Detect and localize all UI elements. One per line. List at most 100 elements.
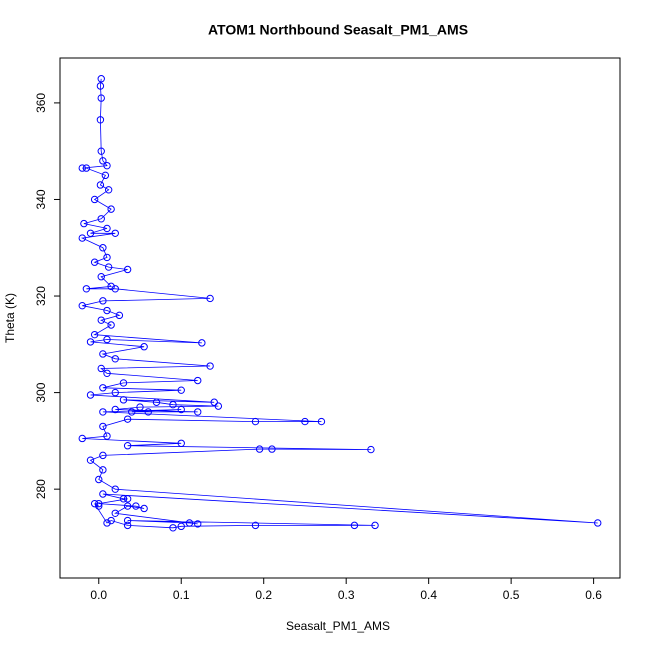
data-point	[251, 417, 260, 426]
data-point	[367, 445, 375, 454]
data-point	[140, 504, 148, 513]
plot-frame	[59, 57, 621, 579]
data-point	[90, 330, 99, 339]
data-point	[86, 338, 95, 346]
data-point	[123, 265, 132, 274]
data-point	[194, 408, 202, 416]
data-point	[95, 475, 103, 484]
data-point	[99, 157, 107, 165]
data-point	[90, 258, 99, 266]
y-axis-label: Theta (K)	[3, 293, 17, 343]
data-point	[103, 432, 111, 440]
data-point	[177, 439, 185, 447]
data-point	[78, 164, 86, 172]
chart-title: ATOM1 Northbound Seasalt_PM1_AMS	[208, 22, 468, 38]
data-point	[198, 339, 206, 347]
data-point	[78, 234, 86, 242]
data-point	[82, 285, 91, 293]
data-point	[95, 499, 103, 508]
data-point	[123, 442, 132, 450]
data-point	[177, 405, 185, 414]
data-point	[97, 94, 105, 102]
data-point	[123, 415, 132, 423]
data-point	[350, 521, 359, 530]
data-point	[97, 316, 105, 324]
data-point	[103, 161, 111, 170]
data-point	[177, 522, 185, 531]
data-point	[90, 195, 99, 204]
data-point	[95, 502, 103, 510]
data-point	[111, 405, 119, 414]
data-point	[177, 386, 185, 394]
data-point	[115, 311, 124, 320]
data-point	[144, 408, 152, 416]
data-point	[107, 516, 115, 525]
data-point	[185, 519, 194, 527]
data-point	[82, 164, 91, 172]
data-point	[152, 398, 161, 406]
data-point	[128, 408, 136, 416]
data-point	[111, 485, 119, 493]
data-point	[103, 306, 111, 315]
data-point	[119, 396, 128, 404]
data-point	[78, 434, 86, 443]
data-point	[140, 343, 148, 351]
data-point	[97, 273, 105, 281]
data-point	[123, 516, 132, 525]
data-point	[169, 400, 177, 409]
data-point	[103, 519, 111, 527]
x-tick-label: 0.3	[338, 588, 355, 602]
data-point	[103, 253, 111, 262]
data-point	[99, 244, 107, 252]
data-point	[111, 509, 119, 518]
data-point	[86, 229, 95, 237]
data-point	[111, 285, 119, 293]
data-point	[90, 499, 99, 508]
data-point	[99, 490, 107, 498]
data-point	[99, 466, 107, 474]
data-point	[206, 294, 214, 303]
data-point	[97, 75, 105, 83]
data-point	[251, 521, 260, 530]
data-point	[210, 398, 218, 406]
data-point	[99, 422, 107, 431]
y-tick-label: 360	[34, 93, 48, 113]
x-tick-label: 0.4	[420, 588, 437, 602]
x-tick-label: 0.0	[90, 588, 107, 602]
data-line	[80, 78, 598, 529]
y-tick-label: 340	[34, 189, 48, 209]
x-axis-label: Seasalt_PM1_AMS	[286, 619, 390, 633]
data-point	[107, 282, 115, 291]
data-point	[371, 521, 379, 530]
data-point	[96, 181, 105, 189]
x-tick-label: 0.1	[173, 588, 190, 602]
data-point	[206, 362, 214, 370]
data-point	[301, 417, 309, 426]
data-point	[107, 321, 115, 329]
data-point	[78, 301, 86, 310]
x-tick-label: 0.6	[585, 588, 602, 602]
data-point	[123, 502, 132, 510]
data-point	[101, 171, 110, 180]
data-point	[169, 524, 177, 532]
data-point	[99, 384, 107, 392]
x-tick-label: 0.5	[503, 588, 520, 602]
data-point	[103, 224, 111, 233]
data-point	[123, 521, 132, 530]
data-point	[99, 408, 107, 416]
data-point	[97, 147, 105, 155]
data-point	[268, 445, 276, 453]
data-point	[97, 215, 105, 223]
data-point	[123, 495, 132, 503]
data-point	[111, 229, 119, 237]
data-point	[97, 364, 105, 373]
y-tick-label: 280	[34, 479, 48, 499]
data-point	[119, 495, 128, 503]
data-point	[103, 369, 111, 377]
data-point	[214, 402, 223, 410]
data-point	[107, 205, 115, 213]
data-point	[99, 451, 107, 460]
data-point	[104, 186, 113, 194]
